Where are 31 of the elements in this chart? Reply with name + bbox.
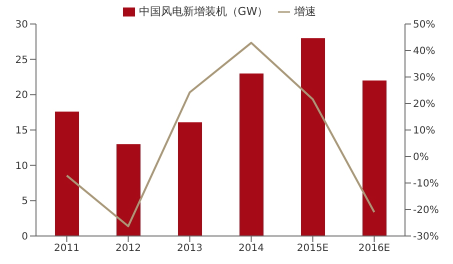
x-tick-label: 2014 (238, 243, 264, 254)
y2-tick-label: 0% (413, 152, 429, 164)
bar (178, 122, 202, 236)
y2-tick-label: 40% (413, 46, 436, 58)
y2-tick-label: 50% (413, 20, 436, 31)
y2-tick-label: 30% (413, 72, 436, 84)
y2-tick-label: 20% (413, 99, 436, 110)
y-tick-label: 0 (22, 232, 28, 243)
y2-tick-label: -20% (413, 205, 439, 216)
bar (301, 38, 325, 236)
x-tick-label: 2015E (296, 243, 329, 254)
y-tick-label: 10 (15, 160, 28, 172)
legend-label: 中国风电新增装机（GW） (138, 5, 268, 18)
y2-tick-label: -10% (413, 178, 439, 190)
line-series (66, 42, 376, 228)
x-tick-label: 2011 (54, 243, 80, 254)
bar (240, 73, 264, 236)
y2-tick-label: -30% (413, 232, 439, 243)
x-tick-label: 2012 (116, 243, 141, 254)
y-tick-label: 30 (15, 20, 28, 31)
y-tick-label: 25 (15, 54, 28, 66)
y-tick-label: 20 (15, 90, 28, 102)
y-tick-label: 5 (22, 196, 28, 208)
y-tick-label: 15 (15, 126, 28, 137)
x-tick-label: 2013 (177, 243, 202, 254)
y2-tick-label: 10% (413, 126, 436, 137)
bar (55, 112, 79, 236)
bar (362, 80, 386, 236)
legend-label: 增速 (294, 5, 316, 18)
bar (116, 144, 140, 236)
x-tick-label: 2016E (358, 243, 390, 254)
